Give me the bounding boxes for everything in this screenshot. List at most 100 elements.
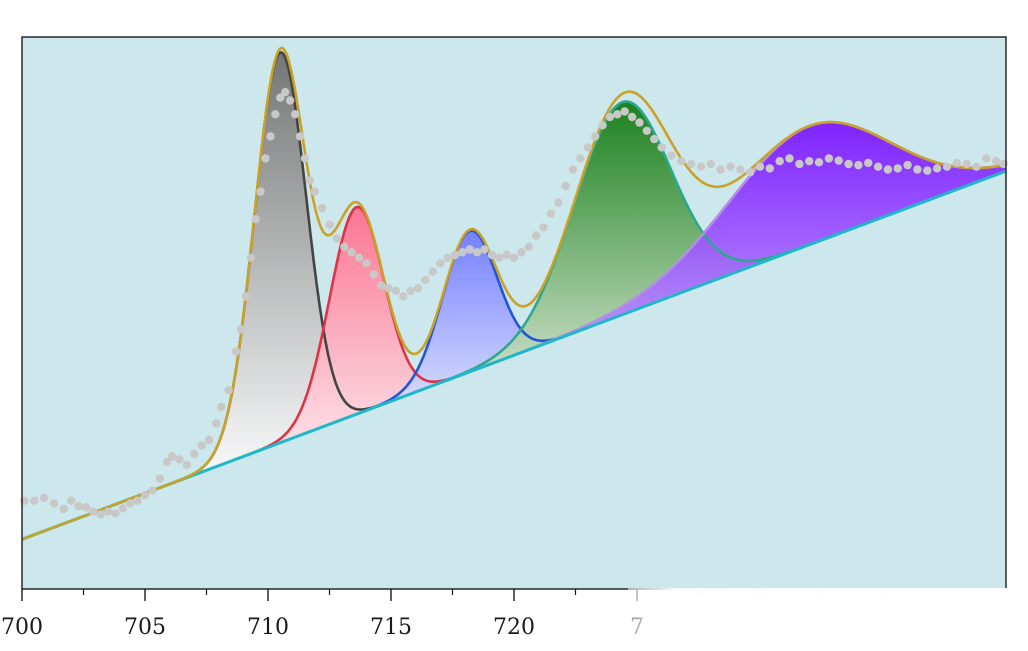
data-point bbox=[384, 284, 393, 293]
data-point bbox=[883, 165, 893, 174]
data-point bbox=[546, 209, 556, 218]
data-point bbox=[155, 474, 164, 483]
data-point bbox=[231, 347, 241, 356]
x-tick-label: 720 bbox=[493, 615, 535, 640]
data-point bbox=[111, 509, 120, 518]
data-point bbox=[746, 168, 755, 177]
data-point bbox=[605, 112, 615, 122]
data-point bbox=[212, 419, 221, 428]
data-point bbox=[844, 159, 853, 169]
data-point bbox=[30, 496, 39, 505]
data-point bbox=[716, 165, 725, 174]
data-point bbox=[413, 284, 423, 293]
data-point bbox=[377, 281, 386, 290]
data-point bbox=[167, 452, 177, 461]
data-point bbox=[650, 134, 659, 144]
data-point bbox=[362, 259, 371, 268]
peak-fills bbox=[164, 52, 1006, 487]
data-point bbox=[126, 499, 135, 508]
data-point bbox=[502, 250, 511, 260]
data-point bbox=[576, 154, 585, 163]
data-point bbox=[256, 187, 265, 196]
peak-3-fill bbox=[347, 230, 592, 418]
data-point bbox=[458, 248, 467, 257]
data-point bbox=[290, 110, 300, 119]
peak-2-line bbox=[234, 205, 479, 461]
data-point bbox=[246, 253, 255, 262]
x-tick-label: 710 bbox=[247, 615, 289, 640]
data-point bbox=[952, 158, 961, 168]
data-point bbox=[103, 507, 113, 516]
data-point bbox=[49, 499, 59, 508]
x-tick-label: 700 bbox=[1, 615, 43, 640]
data-point bbox=[765, 164, 774, 173]
data-point bbox=[347, 248, 356, 257]
data-point bbox=[591, 132, 600, 141]
data-point bbox=[509, 253, 519, 262]
data-point bbox=[480, 245, 489, 254]
data-point bbox=[913, 165, 922, 174]
data-point bbox=[824, 154, 834, 163]
data-point bbox=[450, 250, 460, 260]
data-point bbox=[285, 96, 295, 105]
data-point bbox=[74, 502, 83, 511]
data-point bbox=[118, 504, 128, 513]
data-point bbox=[517, 248, 526, 257]
data-point bbox=[657, 143, 666, 152]
data-point bbox=[923, 166, 932, 175]
data-point bbox=[561, 181, 570, 191]
data-point bbox=[775, 157, 784, 166]
data-point bbox=[495, 253, 504, 262]
data-point bbox=[182, 460, 191, 469]
data-point bbox=[391, 286, 401, 296]
data-point bbox=[266, 132, 275, 141]
data-point bbox=[96, 510, 105, 519]
data-point bbox=[982, 154, 991, 163]
data-point bbox=[236, 325, 246, 334]
data-point bbox=[340, 242, 349, 251]
data-point bbox=[667, 151, 676, 160]
data-point bbox=[554, 198, 563, 207]
data-point bbox=[736, 165, 745, 174]
data-point bbox=[406, 286, 415, 296]
data-point bbox=[932, 164, 942, 173]
data-point bbox=[539, 223, 548, 232]
data-point bbox=[814, 158, 824, 167]
data-point bbox=[436, 259, 445, 268]
data-point bbox=[217, 402, 226, 411]
data-point bbox=[942, 162, 952, 171]
data-point bbox=[472, 248, 482, 257]
data-point bbox=[67, 496, 76, 505]
data-point bbox=[635, 118, 644, 127]
data-point bbox=[795, 159, 804, 169]
peak-4-line bbox=[405, 100, 839, 397]
data-point bbox=[241, 292, 251, 301]
x-tick-label: 715 bbox=[370, 615, 412, 640]
data-point bbox=[524, 242, 533, 251]
data-point bbox=[893, 164, 902, 173]
plot-area bbox=[22, 37, 1006, 589]
data-point bbox=[726, 162, 735, 171]
data-point bbox=[175, 455, 184, 464]
data-point bbox=[59, 504, 68, 514]
data-point bbox=[281, 88, 290, 97]
peak-2-fill bbox=[234, 206, 479, 460]
data-point bbox=[89, 507, 98, 516]
envelope-line bbox=[21, 46, 1007, 541]
data-point bbox=[487, 250, 497, 260]
peak-5-fill bbox=[443, 122, 1006, 382]
data-point bbox=[251, 215, 260, 224]
data-point bbox=[81, 503, 91, 512]
data-point bbox=[903, 160, 912, 170]
data-point bbox=[190, 449, 199, 458]
data-point bbox=[317, 203, 327, 213]
data-point bbox=[428, 267, 437, 276]
data-point bbox=[598, 121, 607, 130]
data-point bbox=[805, 157, 814, 166]
data-point bbox=[224, 386, 233, 395]
data-point bbox=[148, 486, 157, 495]
data-point bbox=[399, 292, 408, 301]
data-point bbox=[755, 162, 765, 171]
data-point bbox=[854, 160, 863, 170]
data-point bbox=[140, 491, 150, 500]
